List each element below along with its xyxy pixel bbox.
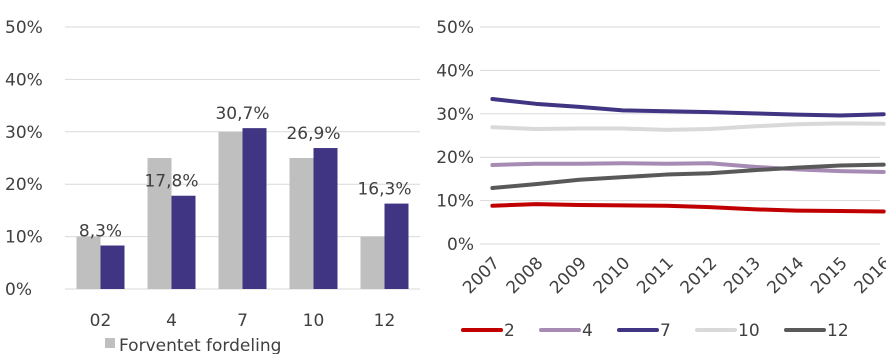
grade-share-bar [242, 128, 267, 289]
expected-distribution-bar [218, 131, 243, 289]
right-y-tick-label: 50% [436, 18, 474, 38]
left-y-tick-label: 50% [5, 18, 43, 38]
right-x-tick-label: 2009 [546, 253, 591, 298]
right-x-tick-label: 2014 [764, 253, 809, 298]
right-x-tick-label: 2011 [633, 253, 678, 298]
bar-data-label: 17,8% [144, 172, 198, 192]
legend-label-2: 2 [504, 321, 515, 341]
right-y-tick-label: 40% [436, 61, 474, 81]
right-x-tick-label: 2012 [677, 253, 722, 298]
right-line-chart: 0%10%20%30%40%50%20072008200920102011201… [436, 18, 886, 341]
left-y-tick-label: 40% [5, 70, 43, 90]
right-y-tick-label: 10% [436, 192, 474, 212]
legend-label-12: 12 [827, 321, 849, 341]
right-y-tick-label: 20% [436, 148, 474, 168]
left-x-tick-label: 7 [237, 311, 248, 331]
left-y-tick-label: 30% [5, 123, 43, 143]
expected-distribution-bar [289, 158, 314, 289]
left-x-tick-label: 12 [374, 311, 396, 331]
right-x-tick-label: 2013 [720, 253, 765, 298]
grade-share-bar [384, 203, 409, 289]
grade-share-bar [313, 148, 338, 289]
expected-distribution-bar [76, 236, 101, 289]
left-x-tick-label: 02 [90, 311, 112, 331]
right-x-tick-label: 2008 [503, 253, 548, 298]
series-line-4 [490, 161, 886, 174]
expected-distribution-bar [360, 236, 385, 289]
bar-data-label: 16,3% [357, 180, 411, 200]
bar-data-label: 8,3% [79, 222, 122, 242]
legend-label-4: 4 [582, 321, 593, 341]
bar-data-label: 30,7% [215, 104, 269, 124]
grade-share-bar [100, 245, 125, 289]
series-line-12 [490, 162, 886, 191]
left-y-tick-label: 20% [5, 175, 43, 195]
legend-label-10: 10 [738, 321, 760, 341]
left-x-tick-label: 10 [303, 311, 325, 331]
grade-share-bar [171, 195, 196, 289]
right-x-tick-label: 2015 [807, 253, 852, 298]
right-x-tick-label: 2007 [459, 253, 504, 298]
series-line-7 [490, 97, 886, 118]
legend-label-7: 7 [660, 321, 671, 341]
right-x-tick-label: 2016 [850, 253, 886, 298]
series-line-2 [490, 202, 886, 214]
right-y-tick-label: 30% [436, 105, 474, 125]
left-y-tick-label: 0% [5, 280, 32, 300]
left-x-tick-label: 4 [166, 311, 177, 331]
legend-label-expected: Forventet fordeling [119, 336, 281, 354]
right-x-tick-label: 2010 [590, 253, 635, 298]
right-y-tick-label: 0% [447, 235, 474, 255]
expected-distribution-bar [147, 158, 172, 289]
left-y-tick-label: 10% [5, 228, 43, 248]
left-bar-chart: 0% 10% 20% 30% 40% 50% 8,3% 02 17,8% 4 30,7% 7 26,9%… [5, 18, 420, 354]
bar-data-label: 26,9% [286, 124, 340, 144]
series-line-10 [490, 121, 886, 132]
legend-swatch-expected [105, 338, 115, 348]
